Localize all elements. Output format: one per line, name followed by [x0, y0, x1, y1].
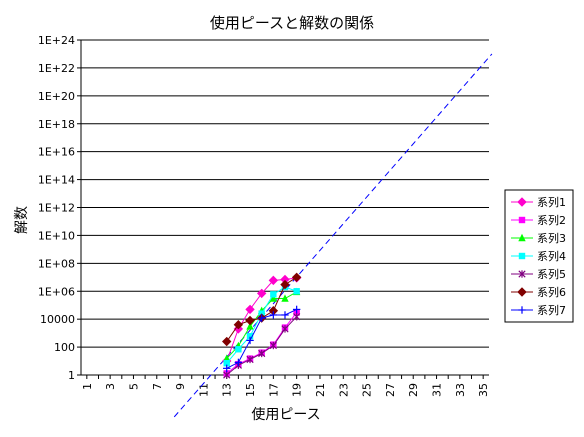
x-tick-label: 21 — [314, 383, 327, 397]
data-point — [281, 294, 289, 302]
legend-marker — [518, 306, 526, 314]
x-tick-label: 5 — [127, 383, 140, 390]
chart-title: 使用ピースと解数の関係 — [210, 14, 374, 32]
data-point — [223, 364, 231, 373]
legend-marker — [518, 233, 526, 242]
x-tick-label: 15 — [244, 383, 257, 397]
data-point — [269, 311, 278, 319]
legend-marker — [518, 270, 526, 278]
data-point — [246, 322, 254, 330]
data-point — [269, 294, 278, 302]
data-point — [223, 371, 231, 379]
x-tick-label: 9 — [174, 383, 187, 390]
y-tick-label: 100 — [54, 341, 75, 354]
data-point — [235, 346, 242, 353]
data-point — [293, 313, 301, 321]
data-point — [233, 320, 244, 330]
x-tick-label: 31 — [431, 383, 444, 397]
x-tick-label: 17 — [267, 383, 280, 397]
legend-label: 系列7 — [537, 303, 566, 317]
legend-label: 系列6 — [537, 285, 566, 299]
y-tick-label: 1E+10 — [38, 229, 75, 242]
y-tick-label: 1E+18 — [38, 118, 75, 131]
x-tick-label: 19 — [291, 383, 304, 397]
legend-label: 系列3 — [537, 231, 566, 245]
data-point — [223, 354, 231, 362]
data-point — [280, 279, 290, 290]
data-point — [257, 314, 266, 322]
data-point — [270, 291, 277, 298]
data-point — [291, 272, 302, 282]
legend-label: 系列1 — [537, 195, 566, 209]
data-point — [246, 355, 254, 364]
x-tick-label: 13 — [221, 383, 234, 397]
data-point — [223, 360, 230, 367]
data-point — [245, 315, 255, 326]
plot-area: 1 100 10000 1E+06 1E+08 1E+10 1E+12 1E+14 1E+16 1… — [38, 34, 493, 418]
x-tick-label: 27 — [384, 383, 397, 397]
y-tick-label: 1E+14 — [38, 174, 75, 187]
data-point — [245, 304, 255, 315]
legend-marker — [518, 216, 526, 224]
data-point — [281, 325, 289, 333]
y-tick-label: 1E+12 — [38, 202, 75, 215]
data-point — [268, 275, 279, 286]
x-tick-label: 35 — [477, 383, 490, 397]
data-point — [293, 288, 300, 295]
x-tick-label: 1 — [81, 383, 94, 390]
x-tick-label: 25 — [361, 383, 374, 397]
data-point — [281, 311, 289, 319]
legend-marker — [517, 287, 527, 297]
x-tick-label: 33 — [454, 383, 467, 397]
y-tick-label: 1 — [68, 369, 75, 382]
data-point — [222, 336, 232, 347]
legend-label: 系列4 — [537, 249, 566, 263]
data-point — [234, 358, 243, 367]
data-point — [246, 333, 254, 340]
data-point — [269, 341, 277, 350]
x-tick-label: 23 — [337, 383, 350, 397]
data-point — [258, 349, 266, 358]
x-tick-label: 3 — [104, 383, 117, 390]
y-tick-label: 1E+06 — [38, 285, 75, 298]
x-axis-title: 使用ピース — [251, 406, 320, 423]
legend-label: 系列2 — [537, 213, 566, 227]
x-tick-label: 11 — [197, 383, 210, 397]
x-tick-label: 29 — [407, 383, 420, 397]
legend-marker — [517, 197, 527, 207]
y-tick-label: 10000 — [40, 313, 75, 326]
y-axis-title: 解数 — [14, 206, 30, 234]
y-tick-label: 1E+24 — [38, 34, 75, 47]
y-tick-label: 1E+16 — [38, 146, 75, 159]
y-tick-label: 1E+20 — [38, 90, 75, 103]
y-tick-label: 1E+22 — [38, 62, 75, 75]
x-tick-label: 7 — [151, 383, 164, 390]
legend-marker — [518, 252, 526, 260]
legend-label: 系列5 — [537, 267, 566, 281]
data-point — [256, 288, 267, 299]
data-point — [292, 305, 301, 314]
data-point — [246, 336, 254, 345]
y-tick-label: 1E+08 — [38, 257, 75, 270]
legend: 系列1 系列2 系列3 系列4 系列5 系列6 系列7 — [504, 189, 574, 323]
